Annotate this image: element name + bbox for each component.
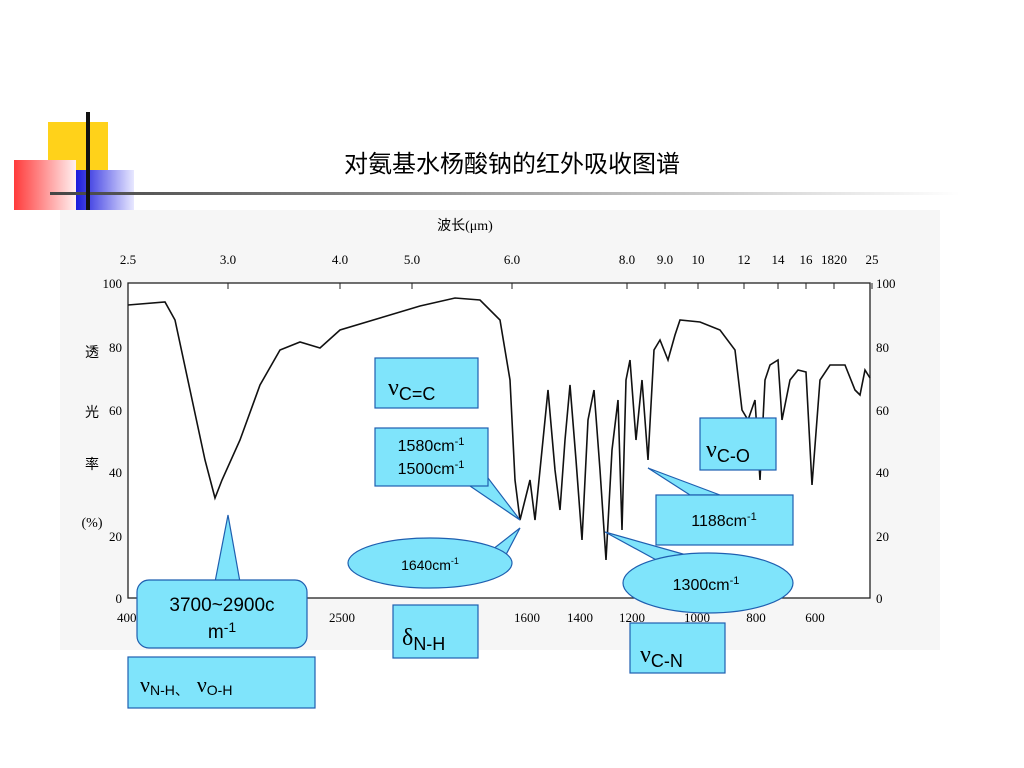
label-text: 1500cm: [398, 461, 455, 478]
symbol: ν: [706, 437, 717, 463]
top-tick-label: 3.0: [220, 252, 236, 267]
range-label: 3700~2900c: [169, 595, 274, 616]
label-text: 1300cm: [673, 577, 730, 594]
x-tick-label: 2500: [329, 610, 355, 625]
wavenumber: 1300cm-1: [673, 575, 740, 594]
x-tick-label: 1000: [684, 610, 710, 625]
y-tick-label: 60: [109, 403, 122, 418]
nu-co: νC-O: [706, 437, 750, 466]
annotation-box: [374, 357, 479, 409]
decoration: [14, 112, 960, 225]
superscript: -1: [730, 575, 740, 587]
y-tick-label-right: 40: [876, 465, 889, 480]
annotation-box: [392, 604, 479, 659]
subscript: N-H: [150, 682, 175, 698]
x-tick-label: 1600: [514, 610, 540, 625]
nu-nh-oh: νN-H、 νO-H: [140, 672, 232, 698]
subscript: C=C: [399, 384, 436, 404]
top-tick-label: 8.0: [619, 252, 635, 267]
top-tick-label: 6.0: [504, 252, 520, 267]
subscript: C-N: [651, 651, 683, 671]
top-tick-label: 14: [772, 252, 786, 267]
wavenumber: 1500cm-1: [398, 459, 465, 478]
symbol: ν: [640, 642, 651, 668]
annotation-box: [136, 579, 308, 649]
y-axis-label: 率: [85, 456, 99, 473]
y-tick-label: 0: [116, 591, 123, 606]
label-text: 1640cm: [401, 557, 451, 573]
label-text: 1188cm: [691, 513, 747, 530]
symbol: ν: [197, 672, 207, 697]
annotation-box: [374, 427, 489, 487]
y-axis-label: (%): [82, 516, 103, 531]
top-tick-label: 25: [866, 252, 879, 267]
annotation-ellipse: [622, 552, 794, 614]
y-tick-label-right: 0: [876, 591, 883, 606]
symbol: ν: [388, 375, 399, 401]
top-tick-label: 5.0: [404, 252, 420, 267]
superscript: -1: [451, 556, 459, 566]
top-tick-label: 9.0: [657, 252, 673, 267]
top-tick-label: 4.0: [332, 252, 348, 267]
y-tick-label: 20: [109, 529, 122, 544]
spectrum-curve: [127, 297, 871, 561]
label-text: m: [208, 622, 224, 643]
annotation-ellipse: [347, 537, 513, 589]
label-text: 1580cm: [398, 438, 455, 455]
top-axis-label: 波长(μm): [437, 218, 493, 234]
top-tick-label: 16: [800, 252, 814, 267]
top-tick-label: 2.5: [120, 252, 136, 267]
wavenumber: 1640cm-1: [401, 556, 459, 573]
annotation-box: [655, 494, 794, 546]
y-axis-label: 透: [85, 345, 99, 361]
annotation-box: [699, 417, 777, 471]
x-tick-label: 1400: [567, 610, 593, 625]
slide-title: 对氨基水杨酸钠的红外吸收图谱: [344, 151, 680, 178]
top-tick-label: 1820: [821, 252, 847, 267]
subscript: C-O: [717, 446, 750, 466]
delta-nh: δN-H: [402, 625, 445, 654]
symbol: ν: [140, 672, 150, 697]
nu-cc: νC=C: [388, 375, 435, 404]
superscript: -1: [455, 459, 465, 471]
x-tick-label: 1200: [619, 610, 645, 625]
y-tick-label-right: 100: [876, 276, 896, 291]
x-tick-label: 600: [805, 610, 825, 625]
y-tick-label-right: 20: [876, 529, 889, 544]
y-tick-label: 100: [103, 276, 123, 291]
top-tick-label: 12: [738, 252, 751, 267]
superscript: -1: [455, 436, 465, 448]
range-label: m-1: [208, 619, 236, 643]
wavenumber: 1580cm-1: [398, 436, 465, 455]
wavenumber: 1188cm-1: [691, 511, 757, 530]
y-tick-label: 40: [109, 465, 122, 480]
nu-cn: νC-N: [640, 642, 683, 671]
superscript: -1: [224, 619, 237, 635]
x-tick-label: 800: [746, 610, 766, 625]
annotation-box: [127, 656, 316, 709]
superscript: -1: [747, 511, 757, 523]
top-tick-label: 10: [692, 252, 705, 267]
subscript: N-H: [413, 634, 445, 654]
y-tick-label-right: 60: [876, 403, 889, 418]
separator: 、: [175, 682, 189, 698]
annotation-box: [629, 622, 726, 674]
y-axis-label: 光: [85, 405, 99, 421]
y-tick-label-right: 80: [876, 340, 889, 355]
symbol: δ: [402, 625, 413, 651]
y-tick-label: 80: [109, 340, 122, 355]
subscript: O-H: [207, 682, 233, 698]
